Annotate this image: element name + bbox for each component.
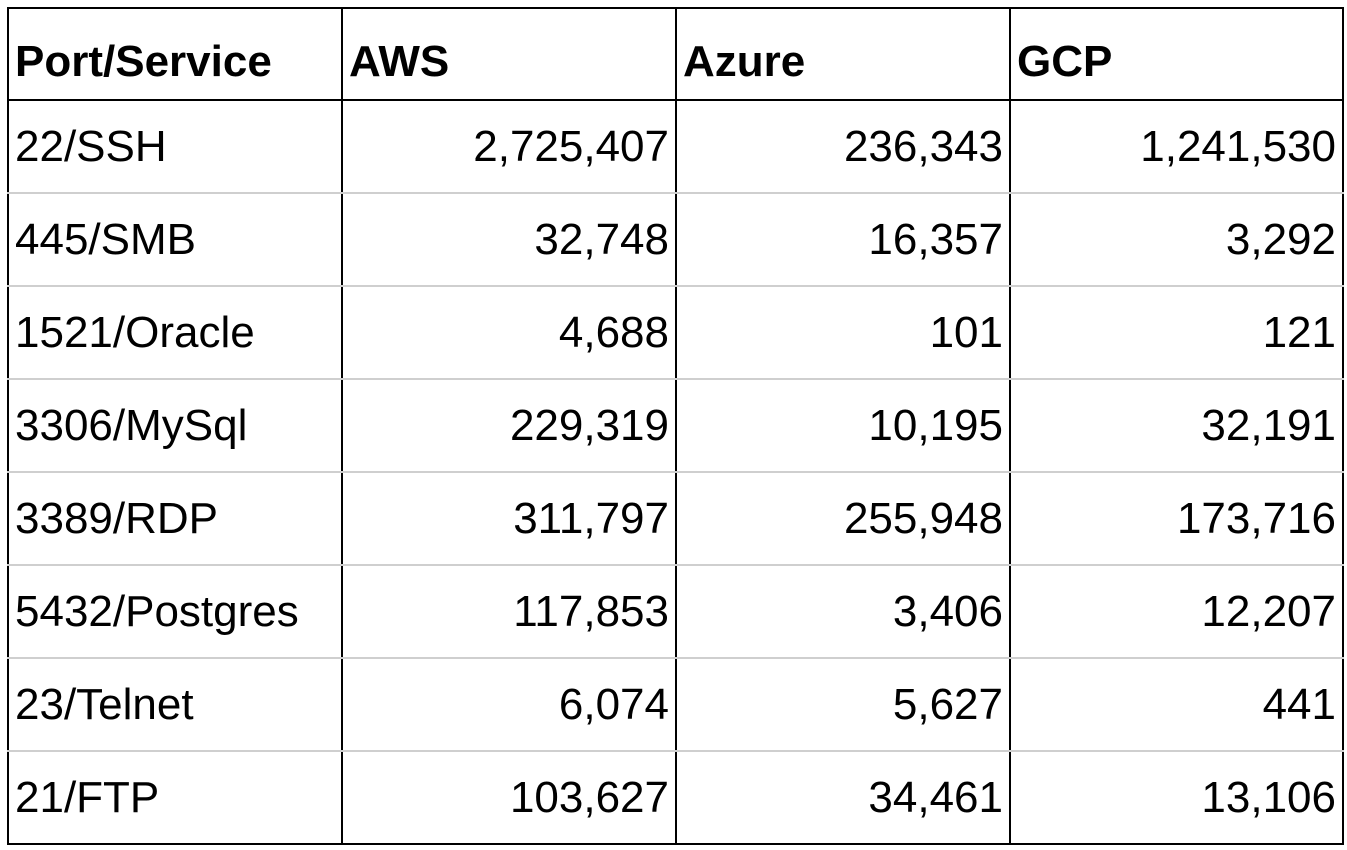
cell-service: 3306/MySql (7, 379, 343, 473)
cell-gcp: 32,191 (1009, 379, 1344, 473)
cell-gcp: 121 (1009, 286, 1344, 380)
cell-gcp: 13,106 (1009, 751, 1344, 845)
table-row: 22/SSH 2,725,407 236,343 1,241,530 (7, 100, 1344, 194)
cell-gcp: 3,292 (1009, 193, 1344, 287)
cell-azure: 16,357 (675, 193, 1011, 287)
table-row: 5432/Postgres 117,853 3,406 12,207 (7, 565, 1344, 659)
cell-aws: 311,797 (341, 472, 677, 566)
table-row: 3306/MySql 229,319 10,195 32,191 (7, 379, 1344, 473)
table-row: 445/SMB 32,748 16,357 3,292 (7, 193, 1344, 287)
cell-azure: 236,343 (675, 100, 1011, 194)
cell-aws: 32,748 (341, 193, 677, 287)
cell-azure: 10,195 (675, 379, 1011, 473)
cell-azure: 5,627 (675, 658, 1011, 752)
cell-aws: 103,627 (341, 751, 677, 845)
cell-service: 1521/Oracle (7, 286, 343, 380)
cell-service: 22/SSH (7, 100, 343, 194)
cell-azure: 3,406 (675, 565, 1011, 659)
table-row: 23/Telnet 6,074 5,627 441 (7, 658, 1344, 752)
cell-gcp: 173,716 (1009, 472, 1344, 566)
cell-service: 445/SMB (7, 193, 343, 287)
header-port-service: Port/Service (7, 7, 343, 101)
cell-aws: 6,074 (341, 658, 677, 752)
cell-aws: 2,725,407 (341, 100, 677, 194)
cell-gcp: 441 (1009, 658, 1344, 752)
cell-azure: 255,948 (675, 472, 1011, 566)
table-row: 21/FTP 103,627 34,461 13,106 (7, 751, 1344, 845)
cell-service: 5432/Postgres (7, 565, 343, 659)
port-service-table: Port/Service AWS Azure GCP 22/SSH 2,725,… (7, 7, 1344, 845)
cell-aws: 4,688 (341, 286, 677, 380)
cell-aws: 117,853 (341, 565, 677, 659)
cell-service: 23/Telnet (7, 658, 343, 752)
data-table-container: Port/Service AWS Azure GCP 22/SSH 2,725,… (7, 7, 1344, 845)
cell-azure: 101 (675, 286, 1011, 380)
header-row: Port/Service AWS Azure GCP (7, 7, 1344, 101)
table-row: 1521/Oracle 4,688 101 121 (7, 286, 1344, 380)
header-gcp: GCP (1009, 7, 1344, 101)
header-aws: AWS (341, 7, 677, 101)
cell-gcp: 12,207 (1009, 565, 1344, 659)
cell-service: 3389/RDP (7, 472, 343, 566)
table-row: 3389/RDP 311,797 255,948 173,716 (7, 472, 1344, 566)
header-azure: Azure (675, 7, 1011, 101)
cell-service: 21/FTP (7, 751, 343, 845)
cell-azure: 34,461 (675, 751, 1011, 845)
cell-gcp: 1,241,530 (1009, 100, 1344, 194)
cell-aws: 229,319 (341, 379, 677, 473)
